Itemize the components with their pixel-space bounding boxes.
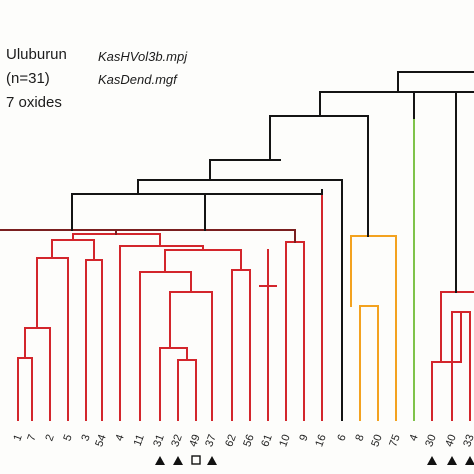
leaf-label: 33 bbox=[461, 433, 474, 449]
leaf-label: 56 bbox=[241, 433, 256, 449]
leaf-label: 2 bbox=[43, 433, 56, 443]
leaf-label: 37 bbox=[203, 433, 218, 449]
triangle-marker-icon bbox=[207, 456, 217, 465]
sample-count: (n=31) bbox=[6, 70, 50, 87]
leaf-label: 6 bbox=[335, 433, 348, 443]
triangle-marker-icon bbox=[427, 456, 437, 465]
triangle-marker-icon bbox=[155, 456, 165, 465]
leaf-label: 1 bbox=[11, 433, 24, 443]
leaf-label: 75 bbox=[387, 433, 402, 449]
project-filename: KasHVol3b.mpj bbox=[98, 49, 188, 64]
dendrogram-filename: KasDend.mgf bbox=[98, 72, 177, 87]
leaf-label: 62 bbox=[223, 433, 238, 449]
leaf-label: 32 bbox=[169, 433, 184, 449]
leaf-label: 54 bbox=[93, 433, 108, 449]
triangle-marker-icon bbox=[465, 456, 474, 465]
leaf-label: 4 bbox=[407, 433, 420, 443]
square-marker-icon bbox=[191, 455, 201, 465]
leaf-label: 9 bbox=[297, 433, 310, 443]
leaf-label: 5 bbox=[61, 433, 74, 443]
leaf-label: 50 bbox=[369, 433, 384, 449]
leaf-label: 61 bbox=[259, 433, 274, 449]
leaf-label: 4 bbox=[113, 433, 126, 443]
leaf-label: 30 bbox=[423, 433, 438, 449]
leaf-label: 16 bbox=[313, 433, 328, 449]
leaf-label: 40 bbox=[443, 433, 458, 449]
dataset-name: Uluburun bbox=[6, 46, 67, 63]
leaf-label: 11 bbox=[132, 433, 147, 448]
leaf-label: 7 bbox=[25, 433, 38, 443]
triangle-marker-icon bbox=[173, 456, 183, 465]
leaf-label: 8 bbox=[353, 433, 366, 443]
leaf-label: 10 bbox=[277, 433, 292, 449]
leaf-label: 49 bbox=[187, 433, 202, 449]
leaf-label: 3 bbox=[79, 433, 92, 443]
triangle-marker-icon bbox=[447, 456, 457, 465]
oxides-count: 7 oxides bbox=[6, 94, 62, 111]
leaf-label: 31 bbox=[151, 433, 166, 449]
